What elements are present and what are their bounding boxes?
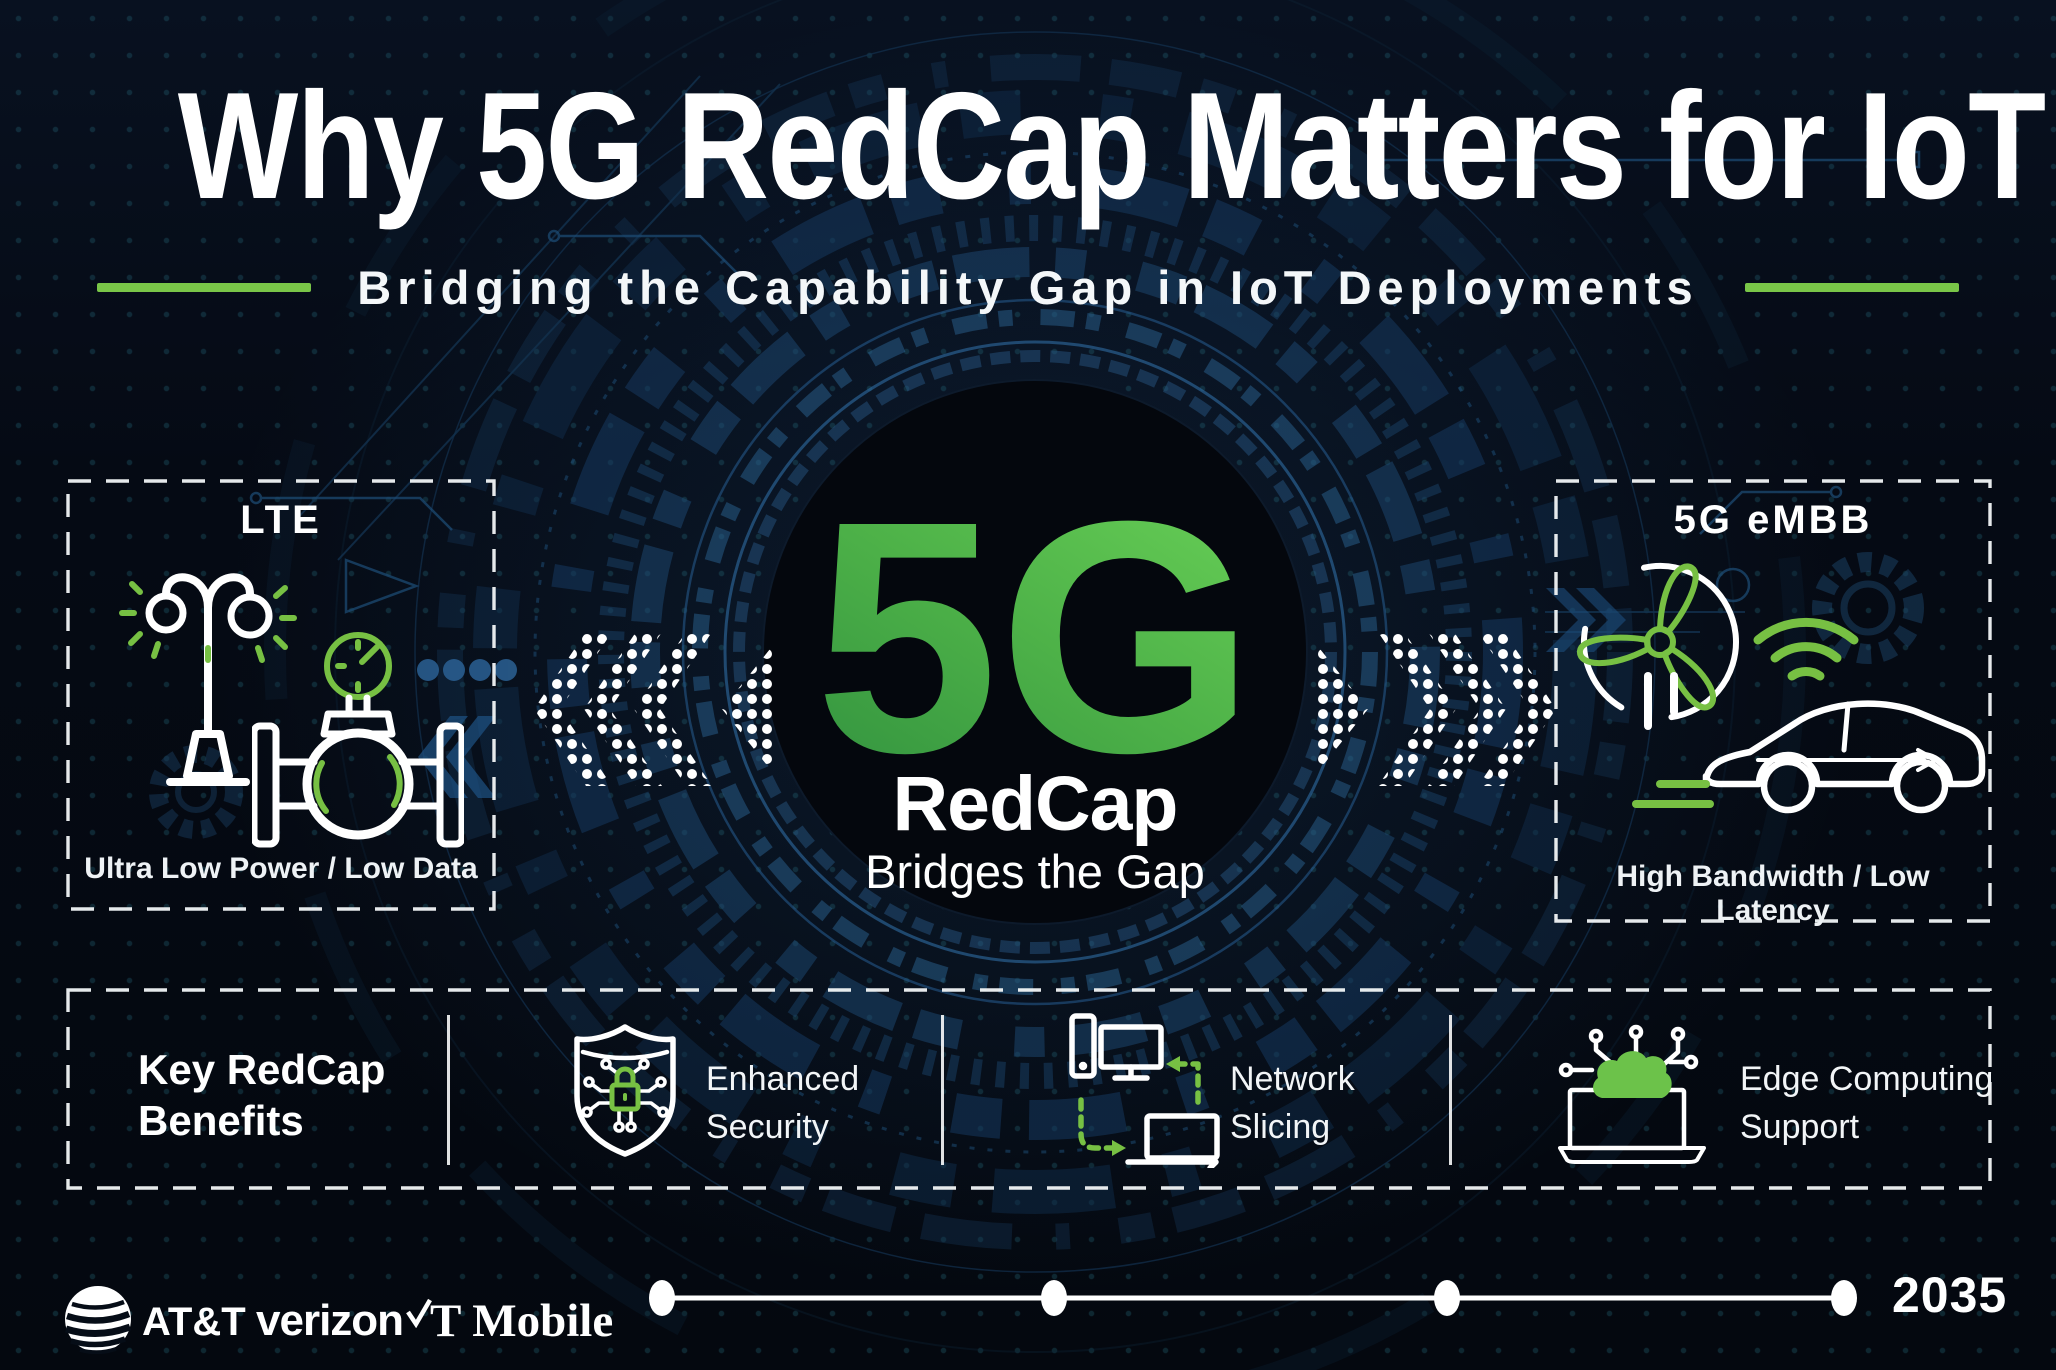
center-tagline: Bridges the Gap [865, 845, 1205, 898]
benefit-label: Enhanced Security [706, 1060, 860, 1146]
gas-valve-gauge-icon [252, 618, 464, 874]
divider [447, 1015, 450, 1165]
lte-card-border [66, 479, 496, 911]
tmobile-logo-text: T Mobile [430, 1295, 614, 1347]
speed-lines-icon [1630, 776, 1716, 814]
page-title: Why 5G RedCap Matters for IoT [0, 61, 2056, 231]
shield-circuit-lock-icon [566, 1022, 684, 1158]
subtitle-text: Bridging the Capability Gap in IoT Deplo… [357, 261, 1699, 314]
att-globe-icon [64, 1284, 132, 1354]
verizon-logo-text: verizon [256, 1296, 404, 1345]
headline-5g-text: 5G [815, 452, 1255, 763]
benefit-label: Network Slicing [1230, 1060, 1355, 1146]
subtitle-accent-bar-left [97, 283, 312, 292]
benefits-panel-border [66, 988, 1992, 1190]
headline-5g: 5G [758, 423, 1312, 763]
timeline-dot [1831, 1280, 1857, 1316]
laptop-cloud-icon [1558, 1022, 1708, 1164]
att-logo-text: AT&T [142, 1300, 246, 1344]
lte-card-title: LTE [240, 498, 322, 542]
benefits-heading: Key RedCap Benefits [138, 1046, 386, 1145]
embb-card-title: 5G eMBB [1673, 498, 1873, 542]
connected-car-icon [1698, 688, 1990, 828]
street-lamp-icon [108, 556, 298, 792]
subtitle: Bridging the Capability Gap in IoT Deplo… [0, 260, 2056, 315]
verizon-logo: verizon [256, 1296, 432, 1346]
center-name: RedCap [892, 761, 1179, 847]
divider [941, 1015, 944, 1165]
verizon-check-icon [406, 1298, 432, 1328]
center-circle [762, 379, 1308, 925]
timeline-end-label: 2035 [1892, 1267, 2008, 1323]
embb-card-border [1554, 479, 1992, 923]
device-sync-icon [1068, 1012, 1220, 1168]
timeline [648, 1266, 1878, 1330]
lte-card-caption: Ultra Low Power / Low Data [84, 852, 478, 885]
timeline-dot [1041, 1280, 1067, 1316]
benefit-label: Edge Computing Support [1740, 1060, 1994, 1146]
timeline-dot [649, 1280, 675, 1316]
page-title-text: Why 5G RedCap Matters for IoT [177, 61, 2046, 231]
embb-card-caption: High Bandwidth / Low Latency [1616, 860, 1930, 927]
divider [1449, 1015, 1452, 1165]
wind-turbine-icon [1572, 548, 1762, 774]
subtitle-accent-bar-right [1744, 283, 1959, 292]
timeline-dot [1434, 1280, 1460, 1316]
wifi-signal-icon [1740, 596, 1872, 688]
